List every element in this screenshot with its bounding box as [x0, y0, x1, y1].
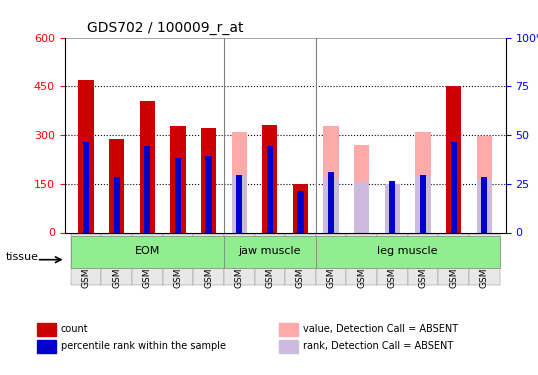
Text: jaw muscle: jaw muscle	[238, 246, 301, 256]
Bar	[140, 101, 155, 232]
Bar	[231, 132, 247, 232]
Bar	[279, 323, 298, 336]
Bar	[206, 156, 211, 232]
FancyBboxPatch shape	[316, 236, 500, 268]
FancyBboxPatch shape	[70, 236, 224, 268]
Bar	[37, 323, 56, 336]
FancyBboxPatch shape	[377, 234, 408, 285]
Bar	[450, 142, 457, 232]
FancyBboxPatch shape	[254, 234, 285, 285]
Text: rank, Detection Call = ABSENT: rank, Detection Call = ABSENT	[303, 341, 453, 351]
FancyBboxPatch shape	[285, 234, 316, 285]
FancyBboxPatch shape	[70, 234, 101, 285]
Bar	[385, 184, 400, 232]
FancyBboxPatch shape	[316, 234, 346, 285]
Bar	[170, 126, 186, 232]
Bar	[323, 178, 339, 232]
Bar	[236, 175, 242, 232]
Bar	[477, 136, 492, 232]
Bar	[298, 191, 303, 232]
Text: leg muscle: leg muscle	[378, 246, 438, 256]
FancyBboxPatch shape	[162, 234, 193, 285]
FancyBboxPatch shape	[193, 234, 224, 285]
Bar	[144, 146, 150, 232]
Bar	[481, 177, 487, 232]
FancyBboxPatch shape	[224, 236, 316, 268]
Text: count: count	[61, 324, 88, 334]
Bar	[262, 125, 278, 232]
Bar	[415, 132, 430, 232]
Bar	[109, 139, 124, 232]
Text: GDS702 / 100009_r_at: GDS702 / 100009_r_at	[87, 21, 243, 35]
Bar	[201, 128, 216, 232]
Bar	[354, 182, 370, 232]
Bar	[267, 146, 273, 232]
Bar	[79, 80, 94, 232]
Bar	[420, 175, 426, 232]
Bar	[477, 179, 492, 232]
Text: tissue: tissue	[5, 252, 38, 262]
Text: value, Detection Call = ABSENT: value, Detection Call = ABSENT	[303, 324, 458, 334]
Bar	[279, 340, 298, 352]
Bar	[415, 176, 430, 232]
FancyBboxPatch shape	[132, 234, 162, 285]
Bar	[83, 141, 89, 232]
FancyBboxPatch shape	[346, 234, 377, 285]
Bar	[328, 172, 334, 232]
Bar	[175, 158, 181, 232]
Bar	[114, 177, 119, 232]
FancyBboxPatch shape	[408, 234, 438, 285]
FancyBboxPatch shape	[438, 234, 469, 285]
Bar	[390, 180, 395, 232]
Bar	[446, 86, 461, 232]
Bar	[354, 146, 370, 232]
FancyBboxPatch shape	[101, 234, 132, 285]
Text: percentile rank within the sample: percentile rank within the sample	[61, 341, 226, 351]
Bar	[293, 184, 308, 232]
FancyBboxPatch shape	[469, 234, 500, 285]
Bar	[323, 126, 339, 232]
Bar	[231, 176, 247, 232]
Bar	[37, 340, 56, 352]
FancyBboxPatch shape	[224, 234, 254, 285]
Text: EOM: EOM	[134, 246, 160, 256]
